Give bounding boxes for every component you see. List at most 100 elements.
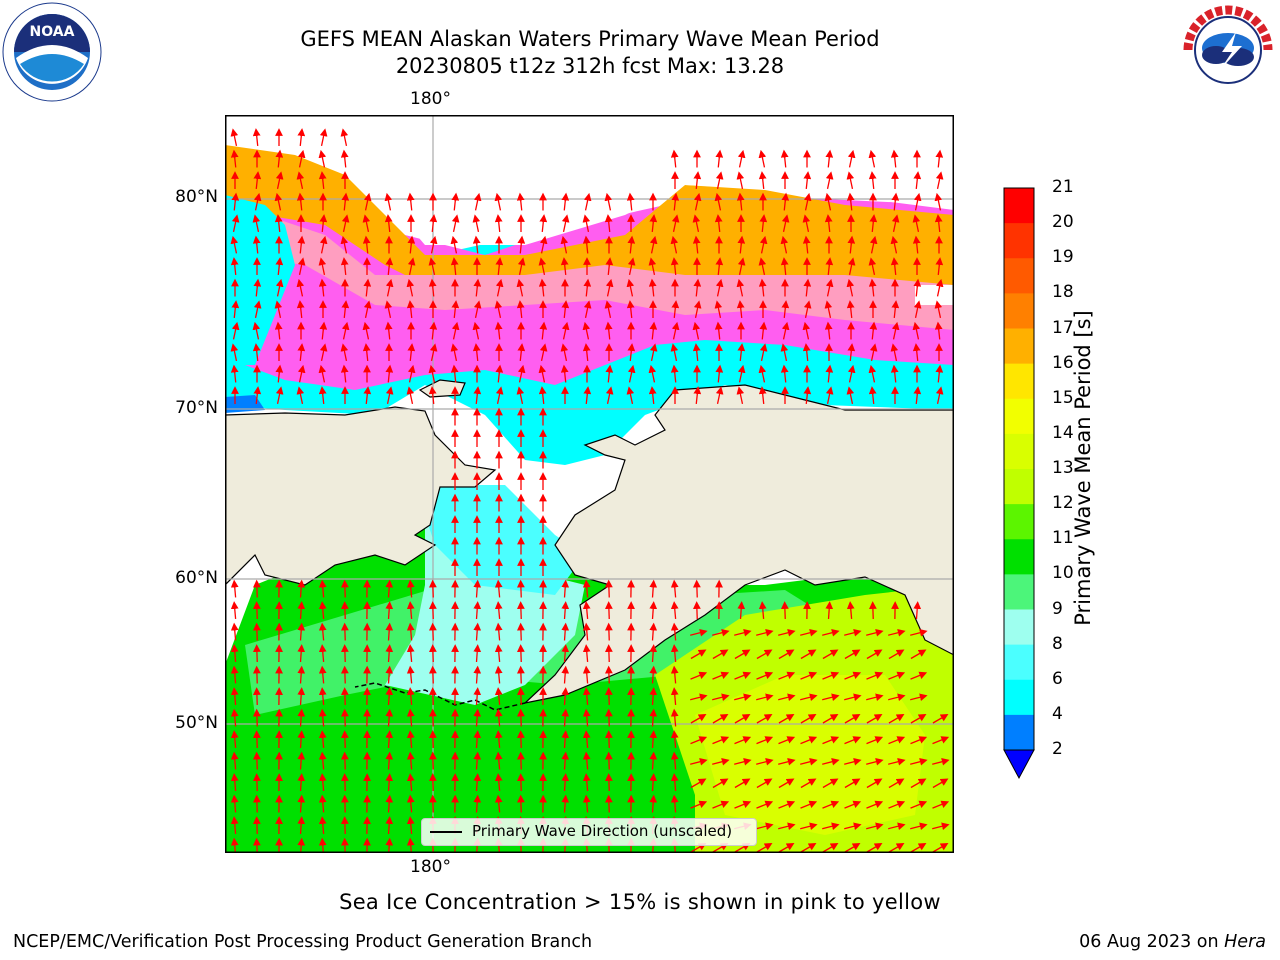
- wave-arrow: [693, 278, 702, 297]
- wave-arrow: [803, 171, 812, 190]
- wave-arrow: [385, 751, 394, 770]
- wave-arrow: [866, 778, 883, 789]
- wave-arrow: [758, 257, 767, 275]
- wave-arrow: [891, 192, 900, 211]
- wave-arrow: [296, 278, 305, 297]
- colorbar-tick-label: 14: [1052, 422, 1074, 443]
- wave-arrow: [384, 192, 393, 211]
- wave-arrow: [230, 665, 239, 684]
- wave-arrow: [473, 730, 482, 749]
- wave-arrow: [406, 708, 415, 727]
- colorbar-bin: [1004, 433, 1034, 470]
- wave-arrow: [844, 843, 861, 853]
- wave-arrow: [712, 843, 729, 853]
- wave-arrow: [385, 644, 394, 663]
- wave-arrow: [715, 278, 724, 297]
- wave-arrow: [626, 278, 635, 297]
- wave-arrow: [756, 822, 774, 831]
- wave-arrow: [734, 649, 751, 660]
- wave-arrow: [866, 757, 884, 766]
- colorbar-bin: [1004, 328, 1034, 365]
- wave-arrow: [934, 321, 943, 340]
- wave-arrow: [473, 601, 482, 620]
- wave-arrow: [715, 364, 724, 383]
- wave-arrow: [341, 192, 350, 211]
- wave-arrow: [649, 730, 658, 749]
- wave-arrow: [822, 649, 839, 660]
- wave-arrow: [560, 343, 569, 361]
- wave-arrow: [363, 386, 372, 405]
- colorbar-tick-label: 12: [1052, 493, 1074, 514]
- wave-arrow: [473, 794, 482, 813]
- wave-arrow: [230, 622, 239, 641]
- wave-arrow: [296, 171, 305, 189]
- wave-arrow: [582, 321, 591, 340]
- wave-arrow: [913, 171, 922, 190]
- wave-arrow: [495, 257, 504, 276]
- wave-arrow: [494, 665, 503, 684]
- wave-arrow: [910, 671, 928, 680]
- wave-arrow: [297, 364, 306, 383]
- wave-arrow: [759, 321, 768, 340]
- wave-arrow: [318, 257, 327, 275]
- wave-arrow: [756, 778, 773, 789]
- wave-arrow: [737, 364, 746, 383]
- wave-arrow: [362, 321, 371, 340]
- wave-arrow: [604, 321, 613, 340]
- wave-arrow: [275, 278, 284, 297]
- wave-arrow: [252, 343, 261, 362]
- wave-arrow: [230, 601, 239, 620]
- wave-arrow: [626, 192, 635, 211]
- wave-arrow: [781, 192, 790, 211]
- wave-arrow: [712, 649, 729, 660]
- wave-arrow: [318, 644, 327, 663]
- wave-arrow: [778, 714, 795, 724]
- wave-arrow: [649, 321, 658, 340]
- wave-arrow: [712, 714, 729, 724]
- wave-arrow: [340, 149, 349, 168]
- wave-arrow: [756, 714, 773, 724]
- wave-arrow: [274, 321, 283, 340]
- land-aleutian-islands: [354, 682, 526, 711]
- wave-arrow: [866, 714, 883, 724]
- wave-arrow: [690, 628, 708, 637]
- wave-arrow: [385, 837, 394, 853]
- wave-arrow: [756, 628, 774, 637]
- wave-arrow: [473, 579, 482, 598]
- wave-arrow: [604, 192, 613, 211]
- wave-arrow: [780, 364, 789, 383]
- wave-arrow: [890, 343, 899, 361]
- wave-arrow: [648, 278, 657, 297]
- wave-arrow: [472, 343, 481, 362]
- wave-arrow: [407, 235, 416, 254]
- wave-arrow: [736, 386, 745, 404]
- wave-arrow: [296, 300, 305, 319]
- wave-arrow: [407, 343, 416, 362]
- colorbar-tick-label: 17: [1052, 317, 1074, 338]
- wave-arrow: [297, 257, 306, 275]
- wave-arrow: [888, 628, 906, 637]
- colorbar-bin: [1004, 258, 1034, 294]
- wave-arrow: [231, 300, 240, 319]
- wave-arrow: [494, 300, 503, 318]
- wave-arrow: [385, 278, 394, 297]
- wave-arrow: [428, 257, 437, 275]
- wave-arrow: [406, 730, 415, 749]
- wave-arrow: [734, 843, 751, 853]
- wave-arrow: [473, 687, 482, 706]
- wave-arrow: [649, 751, 658, 770]
- wave-arrow: [253, 386, 262, 405]
- wave-arrow: [868, 171, 877, 190]
- wave-arrow: [846, 192, 855, 211]
- wave-arrow: [495, 364, 504, 383]
- wave-arrow: [385, 708, 394, 727]
- footer-branch: NCEP/EMC/Verification Post Processing Pr…: [13, 932, 593, 952]
- wave-arrow: [781, 321, 790, 340]
- wave-arrow: [866, 649, 883, 660]
- wave-arrow: [935, 149, 944, 168]
- wave-arrow: [583, 386, 592, 405]
- wave-arrow: [318, 794, 327, 813]
- wave-arrow: [318, 278, 327, 297]
- wave-arrow: [888, 843, 905, 853]
- wave-arrow: [429, 343, 438, 361]
